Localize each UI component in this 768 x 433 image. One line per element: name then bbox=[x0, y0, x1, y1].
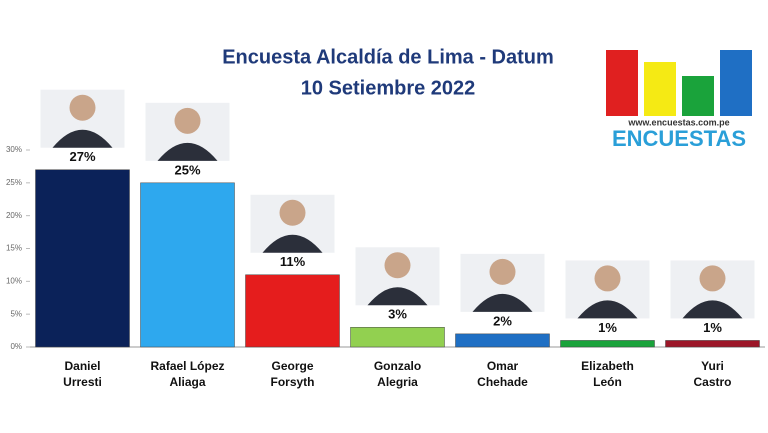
y-tick-label: 15% bbox=[6, 244, 22, 253]
candidate-photo bbox=[472, 293, 533, 312]
bar bbox=[140, 182, 235, 348]
logo-name: ENCUESTAS bbox=[612, 126, 746, 151]
candidate-photo bbox=[577, 300, 638, 319]
logo-url: www.encuestas.com.pe bbox=[627, 117, 729, 127]
bar bbox=[245, 274, 340, 348]
candidate-photo bbox=[699, 265, 726, 292]
x-tick-label: Elizabeth León bbox=[581, 359, 634, 389]
bar bbox=[455, 333, 550, 348]
x-tick-label: Omar Chehade bbox=[477, 359, 528, 389]
y-tick-label: 25% bbox=[6, 178, 22, 187]
y-tick-label: 30% bbox=[6, 145, 22, 154]
candidate-photo bbox=[489, 258, 516, 285]
x-tick-label: George Forsyth bbox=[270, 359, 315, 389]
candidate-photo bbox=[384, 252, 411, 279]
candidate-photo bbox=[69, 94, 96, 121]
x-tick-label: Rafael López Aliaga bbox=[150, 359, 225, 389]
candidate-photo bbox=[262, 234, 323, 253]
candidate-photo bbox=[174, 107, 201, 134]
value-label: 1% bbox=[598, 320, 617, 335]
chart-subtitle: 10 Setiembre 2022 bbox=[301, 77, 476, 99]
candidate-photo bbox=[279, 199, 306, 226]
y-tick-label: 5% bbox=[10, 309, 22, 318]
candidate-photo bbox=[157, 142, 218, 161]
y-tick-label: 20% bbox=[6, 211, 22, 220]
y-tick-label: 0% bbox=[10, 342, 22, 351]
value-label: 3% bbox=[388, 307, 407, 322]
x-tick-label: Gonzalo Alegria bbox=[373, 359, 422, 389]
value-label: 11% bbox=[280, 254, 306, 269]
candidate-photo bbox=[52, 129, 113, 148]
value-label: 27% bbox=[69, 149, 95, 164]
bar bbox=[35, 169, 130, 348]
value-label: 1% bbox=[703, 320, 722, 335]
candidate-photo bbox=[594, 265, 621, 292]
bar bbox=[560, 340, 655, 348]
chart-title: Encuesta Alcaldía de Lima - Datum bbox=[222, 46, 554, 68]
y-tick-label: 10% bbox=[6, 276, 22, 285]
value-label: 25% bbox=[174, 162, 200, 177]
candidate-photo bbox=[367, 287, 428, 306]
bar bbox=[665, 340, 760, 348]
x-tick-label: Yuri Castro bbox=[693, 359, 732, 389]
value-label: 2% bbox=[493, 313, 512, 328]
x-tick-label: Daniel Urresti bbox=[63, 359, 102, 389]
logo: www.encuestas.com.pe ENCUESTAS bbox=[606, 50, 752, 151]
candidate-photo bbox=[682, 300, 743, 319]
bar bbox=[350, 327, 445, 348]
